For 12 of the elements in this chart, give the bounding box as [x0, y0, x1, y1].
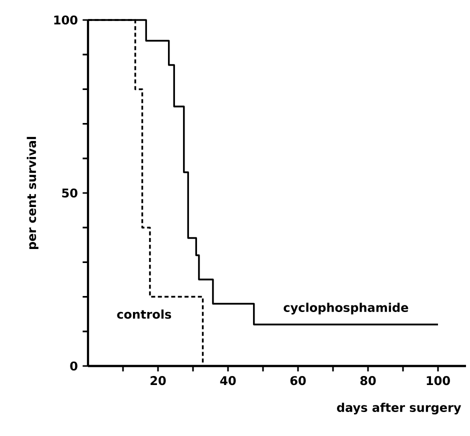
y-tick-label: 0	[70, 361, 78, 371]
x-tick-label: 40	[220, 376, 236, 386]
y-tick-label: 100	[54, 15, 78, 25]
series-label: controls	[117, 310, 172, 319]
x-tick-label: 20	[150, 376, 166, 386]
x-tick-label: 60	[290, 376, 306, 386]
x-tick-label: 100	[426, 376, 450, 386]
y-tick-label: 50	[62, 188, 78, 198]
x-axis-title: days after surgery	[337, 402, 462, 414]
y-axis-title: per cent survival	[26, 136, 38, 250]
x-tick-label: 80	[360, 376, 376, 386]
series-label: cyclophosphamide	[284, 302, 408, 314]
